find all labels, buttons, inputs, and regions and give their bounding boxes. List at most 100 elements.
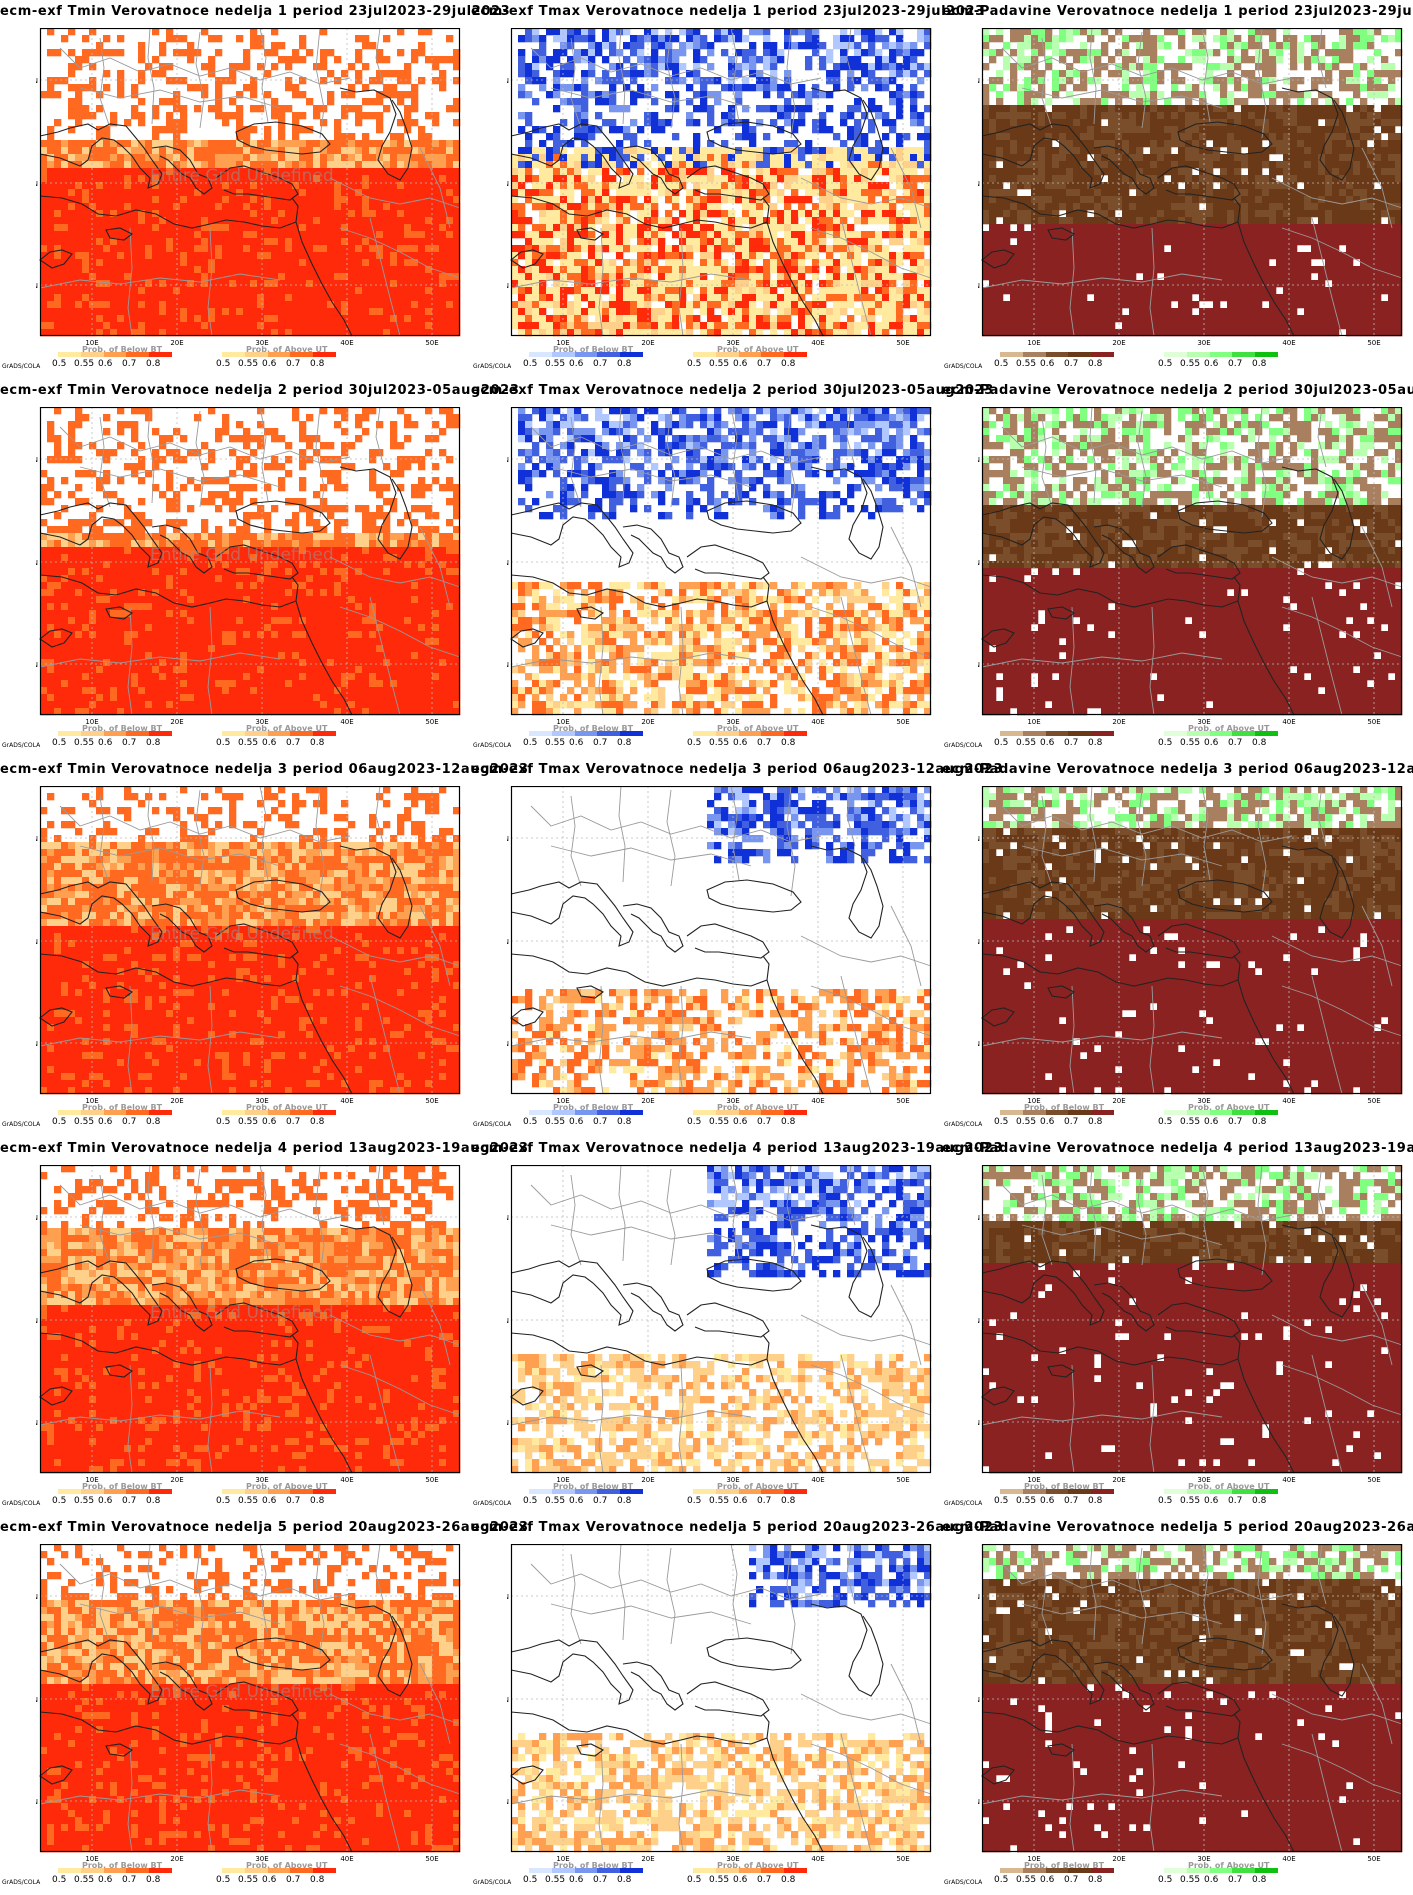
lon-tick-label: 50E <box>1367 339 1380 347</box>
legend-swatch <box>1022 1868 1046 1873</box>
legend-swatch <box>1000 1110 1023 1115</box>
probability-map: 50N 40N 30N 10E 20E 30E 40E 50E <box>978 1165 1403 1484</box>
map-gridlines <box>40 786 460 1094</box>
coastlines <box>39 1224 413 1474</box>
map-gridlines <box>40 407 460 715</box>
legend-tick-label: 0.5 <box>1158 359 1172 369</box>
lon-tick-label: 30E <box>726 1855 739 1863</box>
country-borders <box>981 407 1403 716</box>
map-panel: ecm-exf Tmin Verovatnoce nedelja 5 perio… <box>0 1516 528 1895</box>
legend-tick-label: 0.8 <box>617 1117 631 1127</box>
legend-tick-label: 0.7 <box>286 1117 300 1127</box>
legend-swatch <box>738 731 762 736</box>
legend-title: Prob. of Above UT <box>246 1861 327 1870</box>
legend-tick-label: 0.5 <box>216 1496 230 1506</box>
legend-swatch <box>149 1110 172 1115</box>
lon-tick-label: 20E <box>1112 718 1125 726</box>
lat-tick-label: 40N <box>36 1696 38 1704</box>
legend-tick-label: 0.55 <box>545 1496 565 1506</box>
coastlines <box>510 87 884 337</box>
legend-colorbar: Prob. of Below BT 0.5 0.55 0.6 0.7 0.8 <box>994 1861 1119 1891</box>
legend-tick-label: 0.55 <box>709 359 729 369</box>
probability-field <box>511 1165 932 1474</box>
lat-tick-label: 40N <box>36 180 38 188</box>
legend-tick-label: 0.55 <box>709 738 729 748</box>
legend-tick-label: 0.8 <box>1252 1117 1266 1127</box>
legend-tick-label: 0.8 <box>1088 1496 1102 1506</box>
legend-swatch <box>761 1110 785 1115</box>
legend-tick-label: 0.7 <box>1064 359 1078 369</box>
lat-tick-label: 40N <box>507 180 509 188</box>
legend-tick-label: 0.5 <box>52 738 66 748</box>
panel-title: ecm-Padavine Verovatnoce nedelja 2 perio… <box>942 383 1413 398</box>
legend-tick-label: 0.5 <box>52 359 66 369</box>
undefined-grid-watermark: Entire Grid Undefined <box>150 924 334 944</box>
panel-title: ecm-exf Tmax Verovatnoce nedelja 5 perio… <box>471 1520 1002 1535</box>
lon-tick-label: 10E <box>85 339 98 347</box>
color-legend: GrADS/COLA Prob. of Below BT 0.5 0.55 0.6 0.7… <box>0 1482 471 1516</box>
map-frame <box>981 28 1403 337</box>
legend-tick-label: 0.5 <box>523 359 537 369</box>
panel-title: ecm-exf Tmax Verovatnoce nedelja 3 perio… <box>471 762 1002 777</box>
probability-map: 50N 40N 30N 10E 20E 30E 40E 50E <box>507 1165 932 1484</box>
lon-tick-label: 30E <box>255 1855 268 1863</box>
probability-field <box>511 407 932 716</box>
coastlines <box>39 1603 413 1853</box>
legend-tick-label: 0.7 <box>757 1496 771 1506</box>
legend-swatch <box>267 352 291 357</box>
legend-swatch <box>597 1110 621 1115</box>
map-frame <box>510 786 932 1095</box>
legend-colorbar: Prob. of Below BT 0.5 0.55 0.6 0.7 0.8 <box>52 1482 177 1512</box>
lat-tick-label: 30N <box>978 282 980 290</box>
legend-title: Prob. of Above UT <box>1188 1482 1269 1491</box>
lon-tick-label: 30E <box>1197 1476 1210 1484</box>
legend-swatch <box>574 731 598 736</box>
legend-tick-label: 0.7 <box>286 738 300 748</box>
country-borders <box>39 407 461 716</box>
legend-swatch <box>761 1489 785 1494</box>
legend-tick-label: 0.7 <box>1064 1496 1078 1506</box>
probability-field <box>982 1544 1403 1853</box>
map-panel: ecm-exf Tmax Verovatnoce nedelja 5 perio… <box>471 1516 1002 1895</box>
legend-color-swatches <box>58 1110 172 1115</box>
legend-tick-label: 0.55 <box>709 1875 729 1885</box>
lon-tick-label: 50E <box>425 1855 438 1863</box>
country-borders <box>510 1544 932 1853</box>
legend-tick-label: 0.55 <box>1180 359 1200 369</box>
grads-credit: GrADS/COLA <box>944 1879 982 1886</box>
legend-title: Prob. of Above UT <box>1188 1861 1269 1870</box>
legend-swatch <box>103 1489 127 1494</box>
lon-tick-label: 40E <box>340 1476 353 1484</box>
legend-swatch <box>103 731 127 736</box>
legend-swatch <box>620 1868 643 1873</box>
legend-swatch <box>1255 1868 1278 1873</box>
legend-swatch <box>222 1868 245 1873</box>
undefined-grid-watermark: Entire Grid Undefined <box>150 545 334 565</box>
legend-tick-label: 0.55 <box>238 359 258 369</box>
legend-swatch <box>290 731 314 736</box>
legend-swatch <box>784 1489 807 1494</box>
lon-tick-label: 10E <box>1027 1855 1040 1863</box>
legend-swatch <box>1045 1868 1069 1873</box>
color-legend: GrADS/COLA Prob. of Below BT 0.5 0.55 0.6 0.7… <box>942 1103 1413 1137</box>
lat-tick-label: 40N <box>978 1317 980 1325</box>
legend-swatch <box>244 1868 268 1873</box>
lat-tick-label: 50N <box>978 1214 980 1222</box>
country-borders <box>981 28 1403 337</box>
map-frame <box>510 407 932 716</box>
probability-map: 50N 40N 30N 10E 20E 30E 40E 50E <box>978 786 1403 1105</box>
legend-swatch <box>693 731 716 736</box>
legend-tick-label: 0.7 <box>1228 1117 1242 1127</box>
lon-tick-label: 40E <box>811 339 824 347</box>
country-borders <box>510 407 932 716</box>
probability-map: Entire Grid Undefined 50N 40N 30N 10E 20E 30E 4… <box>36 28 461 347</box>
lat-tick-label: 50N <box>978 1593 980 1601</box>
color-legend: GrADS/COLA Prob. of Below BT 0.5 0.55 0.6 0.7… <box>471 1103 942 1137</box>
legend-tick-label: 0.6 <box>98 1496 112 1506</box>
lon-tick-label: 40E <box>1282 1855 1295 1863</box>
legend-swatch <box>313 1868 336 1873</box>
legend-color-swatches <box>529 352 643 357</box>
lon-tick-label: 50E <box>1367 1855 1380 1863</box>
lon-tick-label: 10E <box>85 1855 98 1863</box>
lat-tick-label: 30N <box>36 1798 38 1806</box>
